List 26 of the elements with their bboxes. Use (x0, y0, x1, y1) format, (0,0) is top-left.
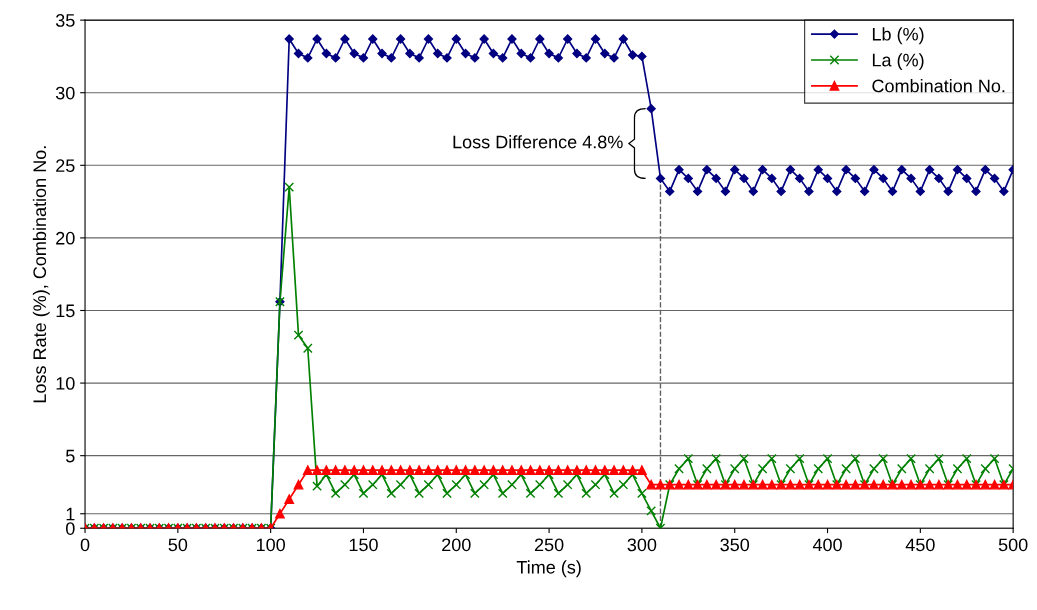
legend-label: Lb (%) (872, 27, 924, 45)
x-tick-label: 150 (349, 538, 378, 552)
y-axis-title: Loss Rate (%), Combination No. (32, 146, 50, 403)
y-tick-label: 5 (65, 449, 75, 463)
y-tick-label: 0 (65, 522, 75, 535)
x-tick-label: 400 (812, 538, 842, 552)
annotation: Loss Difference 4.8% (453, 135, 623, 149)
x-tick-label: 50 (168, 538, 188, 552)
x-tick-label: 300 (627, 538, 657, 552)
y-tick-label: 30 (55, 86, 75, 100)
legend-label: La (%) (872, 53, 924, 71)
legend-label: Combination No. (872, 79, 1005, 93)
y-tick-label: 10 (56, 377, 75, 390)
y-tick-label: 1 (66, 507, 75, 521)
x-axis-title: Time (s) (516, 560, 581, 578)
x-tick-label: 500 (998, 538, 1028, 552)
y-tick-label: 20 (56, 231, 75, 245)
x-tick-label: 0 (80, 538, 90, 552)
x-tick-label: 450 (905, 538, 935, 552)
x-tick-label: 350 (720, 538, 750, 552)
y-tick-label: 15 (56, 304, 75, 318)
x-tick-label: 100 (256, 538, 286, 552)
x-tick-label: 200 (442, 538, 471, 552)
y-tick-label: 35 (55, 14, 75, 27)
y-tick-label: 25 (56, 159, 75, 173)
x-tick-label: 250 (534, 538, 564, 552)
